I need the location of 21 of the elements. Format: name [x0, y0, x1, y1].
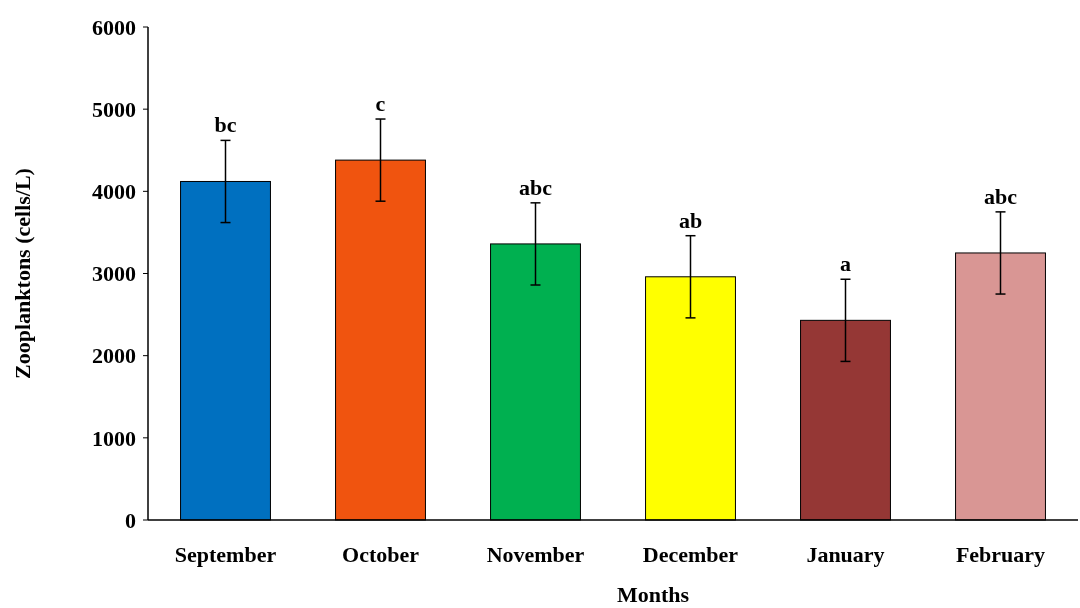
y-tick-label: 5000 — [92, 96, 136, 122]
x-tick-label: December — [642, 542, 739, 567]
x-tick-label: September — [174, 542, 277, 567]
annotation: c — [375, 91, 386, 117]
annotation: abc — [984, 183, 1018, 209]
annotation: bc — [214, 112, 237, 138]
y-tick-label: 6000 — [92, 14, 136, 40]
y-axis-title: Zooplanktons (cells/L) — [10, 168, 35, 379]
x-tick-label: November — [486, 542, 585, 567]
x-tick-label: February — [955, 542, 1046, 567]
y-tick-label: 0 — [125, 507, 136, 533]
annotation: abc — [519, 174, 553, 200]
x-axis-title: Months — [616, 582, 690, 607]
x-tick-label: October — [342, 542, 420, 567]
x-tick-label: January — [806, 542, 885, 567]
y-tick-label: 3000 — [92, 261, 136, 287]
y-tick-label: 2000 — [92, 343, 136, 369]
annotation: ab — [678, 207, 703, 233]
annotation: a — [840, 251, 851, 277]
y-tick-label: 1000 — [92, 425, 136, 451]
y-tick-label: 4000 — [92, 179, 136, 205]
